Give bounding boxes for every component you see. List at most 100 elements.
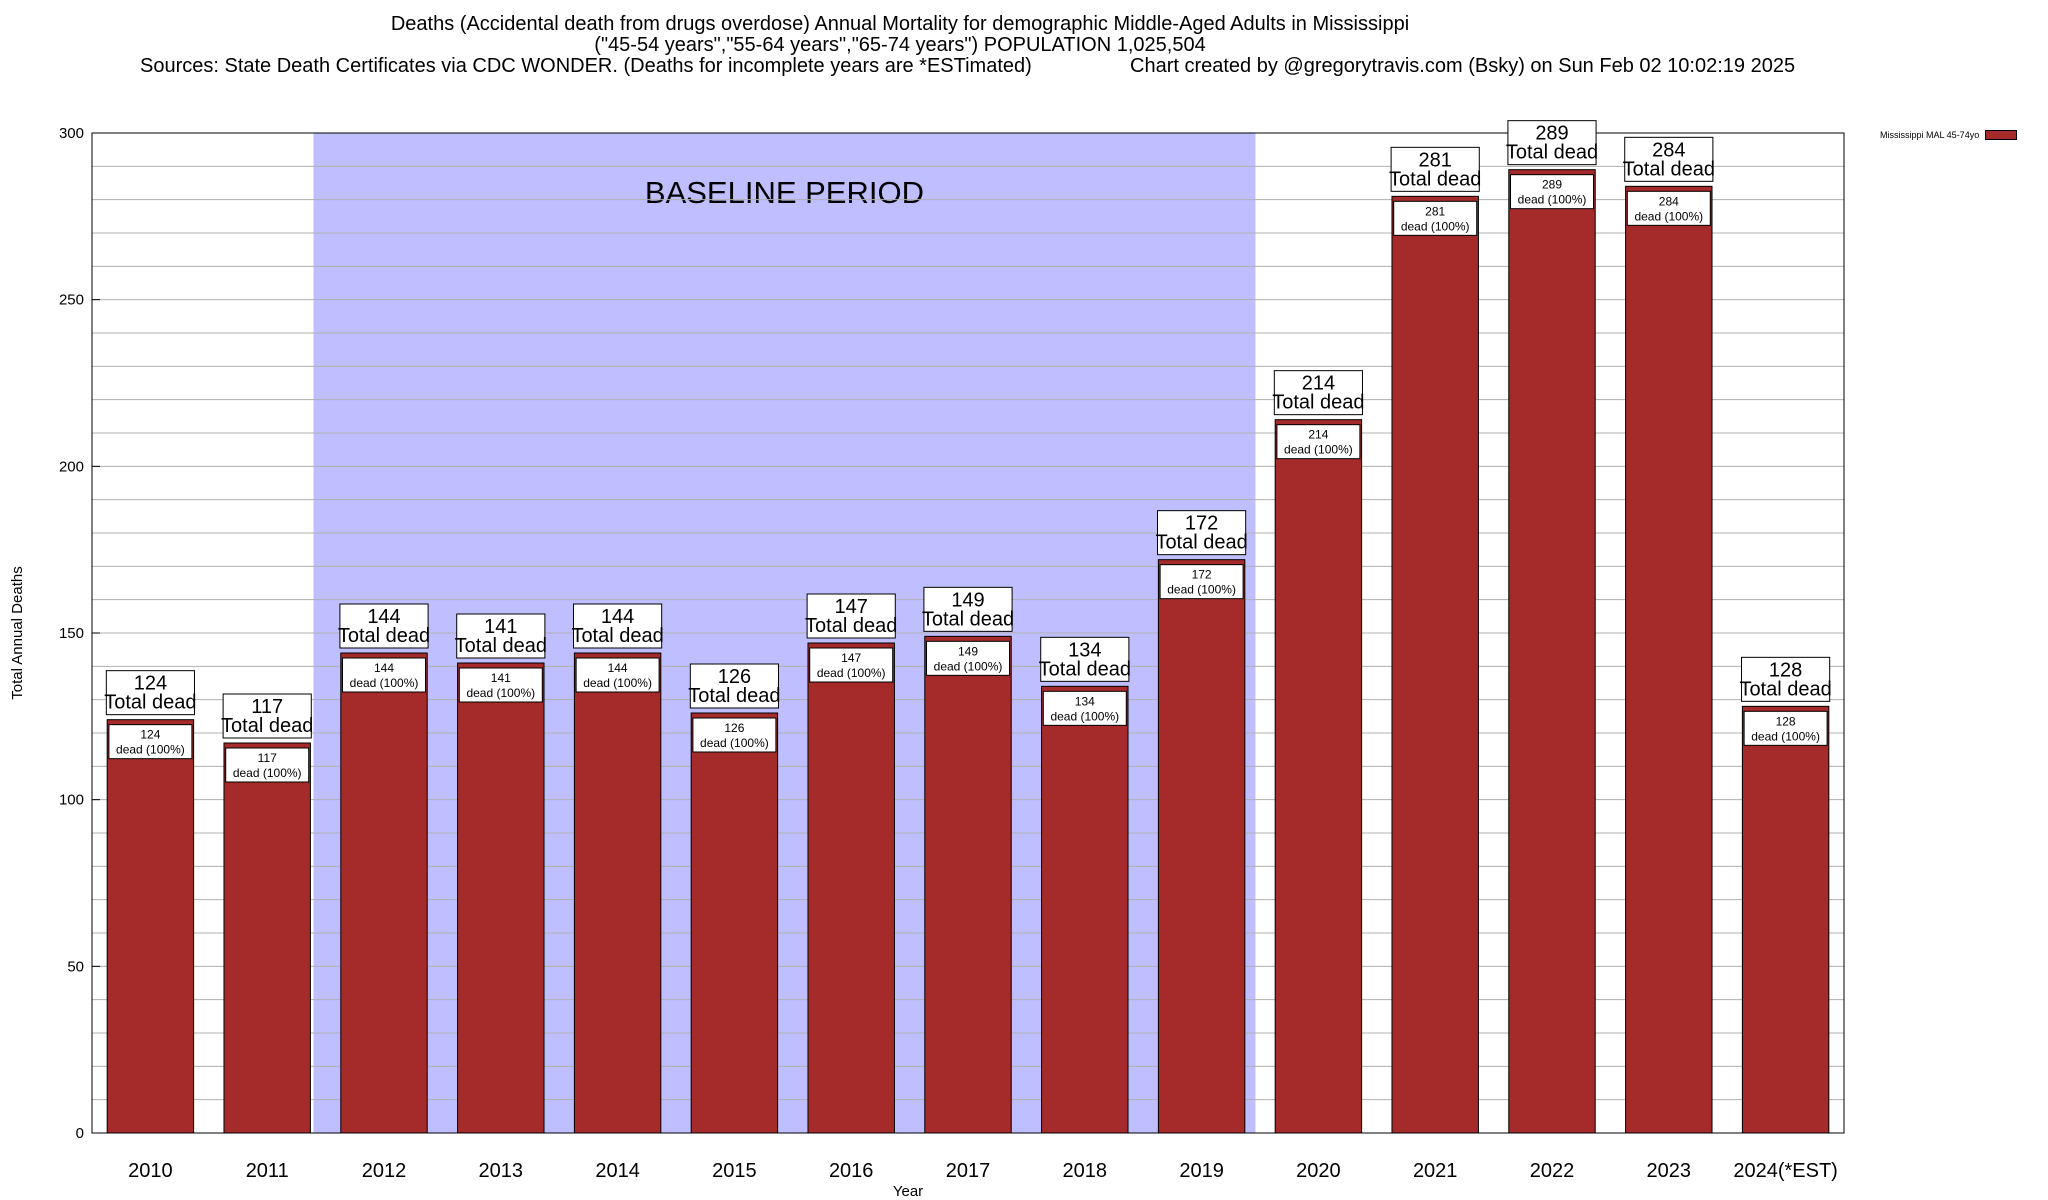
bar-inner-value: 128 [1776, 714, 1796, 728]
y-tick-label: 50 [67, 958, 84, 975]
bar-inner-label-box [926, 640, 1010, 676]
bar-top-caption: Total dead [688, 685, 780, 707]
bar-top-label-box [1507, 120, 1597, 166]
y-tick-label: 250 [59, 292, 84, 309]
bar-top-value: 147 [835, 596, 868, 618]
bar [1741, 705, 1830, 1134]
bar-top-caption: Total dead [221, 715, 313, 737]
bar [573, 652, 662, 1134]
bar-inner-value: 147 [841, 651, 861, 665]
bar-top-caption: Total dead [1155, 532, 1247, 554]
bar-top-caption: Total dead [805, 615, 897, 637]
bar-inner-label-box [225, 747, 310, 783]
bar-inner-value: 281 [1425, 204, 1445, 218]
bar-top-value: 144 [367, 606, 400, 628]
bar-inner-percent: dead (100%) [583, 676, 652, 690]
bar-top-label-box [1040, 636, 1130, 682]
x-tick-label: 2010 [128, 1160, 173, 1182]
bar-inner-value: 144 [608, 661, 628, 675]
chart-title-line-2: ("45-54 years","55-64 years","65-74 year… [594, 34, 1206, 56]
bar-inner-percent: dead (100%) [1167, 583, 1236, 597]
bar-top-value: 149 [951, 589, 984, 611]
bar-top-label-box [105, 670, 195, 716]
bar-inner-value: 144 [374, 661, 394, 675]
bar-inner-value: 214 [1308, 428, 1328, 442]
bar-inner-label-box [809, 647, 894, 683]
baseline-period-label: BASELINE PERIOD [645, 175, 924, 210]
x-tick-label: 2018 [1063, 1160, 1108, 1182]
bar-inner-percent: dead (100%) [817, 666, 886, 680]
y-tick-label: 100 [59, 792, 84, 809]
x-tick-label: 2015 [712, 1160, 757, 1182]
bar-inner-percent: dead (100%) [1751, 729, 1820, 743]
bar-inner-percent: dead (100%) [1284, 443, 1353, 457]
bar-top-caption: Total dead [922, 608, 1014, 630]
bar-top-label-box [456, 613, 546, 659]
x-tick-label: 2021 [1413, 1160, 1458, 1182]
bar [1625, 185, 1713, 1134]
bar-inner-value: 289 [1542, 178, 1562, 192]
bar-inner-percent: dead (100%) [350, 676, 419, 690]
x-tick-label: 2023 [1647, 1160, 1692, 1182]
bar [340, 652, 428, 1134]
bar-inner-value: 117 [258, 751, 277, 765]
bar-top-caption: Total dead [1389, 168, 1481, 190]
bar-inner-label-box [1159, 564, 1244, 600]
chart-title-line-1: Deaths (Accidental death from drugs over… [390, 13, 1410, 35]
bar-inner-percent: dead (100%) [466, 686, 535, 700]
x-tick-label: 2016 [829, 1160, 874, 1182]
bar-inner-value: 126 [724, 721, 744, 735]
bar-inner-label-box [1743, 710, 1828, 746]
bar [223, 742, 311, 1134]
bar [807, 642, 895, 1134]
bar-inner-label-box [342, 657, 426, 693]
x-tick-label: 2013 [479, 1160, 524, 1182]
bar-top-caption: Total dead [1506, 142, 1598, 164]
bar-top-value: 126 [718, 666, 751, 688]
bar [1274, 419, 1363, 1134]
bar-top-caption: Total dead [571, 625, 663, 647]
x-tick-label: 2019 [1179, 1160, 1224, 1182]
bar-top-caption: Total dead [104, 692, 196, 714]
bar-top-label-box [222, 693, 312, 739]
x-tick-label: 2022 [1530, 1160, 1575, 1182]
bar [690, 712, 779, 1134]
bar-top-caption: Total dead [338, 625, 430, 647]
bar-inner-label-box [458, 667, 543, 703]
bar-top-value: 117 [251, 696, 283, 718]
bar-inner-value: 284 [1659, 194, 1679, 208]
bar-top-value: 124 [134, 673, 167, 695]
bar-top-value: 141 [484, 616, 517, 638]
bar-top-label-box [1624, 136, 1714, 182]
bar-top-label-box [923, 586, 1013, 632]
bar-inner-label-box [1626, 190, 1711, 226]
bar-inner-label-box [1042, 690, 1127, 726]
bar [1157, 559, 1246, 1134]
bar [457, 662, 545, 1134]
bar-top-caption: Total dead [455, 635, 547, 657]
bar-inner-percent: dead (100%) [233, 766, 302, 780]
bar-inner-label-box [692, 717, 777, 753]
bar-inner-percent: dead (100%) [934, 659, 1003, 673]
bar-inner-value: 149 [958, 644, 978, 658]
bar [1391, 195, 1479, 1134]
bar [106, 719, 195, 1134]
legend-swatch [1985, 130, 2018, 140]
y-tick-label: 200 [59, 458, 84, 475]
bar-inner-percent: dead (100%) [1634, 209, 1703, 223]
bar-top-value: 214 [1302, 373, 1335, 395]
bar [1508, 169, 1596, 1134]
bar-top-caption: Total dead [1272, 392, 1364, 414]
bar-inner-percent: dead (100%) [116, 743, 185, 757]
y-tick-label: 150 [59, 625, 84, 642]
bar-top-label-box [689, 663, 779, 709]
bar [924, 635, 1012, 1134]
bar-inner-label-box [1276, 424, 1361, 460]
x-tick-label: 2024(*EST) [1733, 1160, 1838, 1182]
bar-top-caption: Total dead [1623, 158, 1715, 180]
x-tick-label: 2012 [362, 1160, 407, 1182]
bar-inner-percent: dead (100%) [1401, 219, 1470, 233]
bar-top-label-box [1157, 510, 1247, 556]
x-axis-label: Year [893, 1183, 923, 1200]
